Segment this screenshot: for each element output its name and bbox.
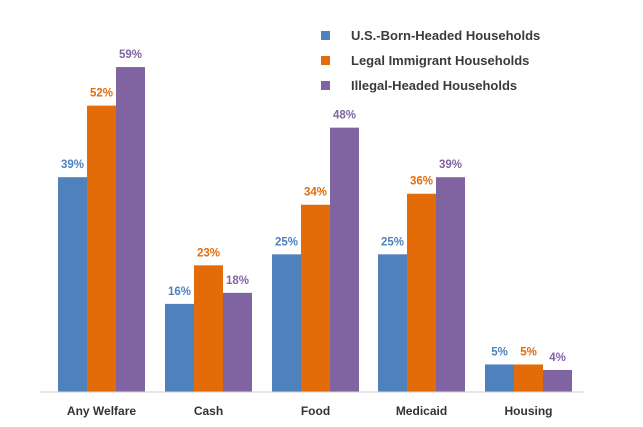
x-tick-label-any-welfare: Any Welfare <box>67 404 136 418</box>
legend-label-illegal-headed-households: Illegal-Headed Households <box>351 78 517 93</box>
data-label-any-welfare-illegal-headed-households: 59% <box>119 49 142 61</box>
bar-cash-legal-immigrant-households <box>194 265 223 392</box>
legend-swatch-illegal-headed-households <box>321 81 330 90</box>
data-label-housing-illegal-headed-households: 4% <box>549 352 566 364</box>
bar-housing-illegal-headed-households <box>543 369 572 392</box>
legend-label-legal-immigrant-households: Legal Immigrant Households <box>351 53 529 68</box>
data-label-cash-u-s-born-headed-households: 16% <box>168 286 191 298</box>
data-label-any-welfare-u-s-born-headed-households: 39% <box>61 159 84 171</box>
bar-food-u-s-born-headed-households <box>272 254 301 392</box>
data-label-cash-legal-immigrant-households: 23% <box>197 247 220 259</box>
bar-any-welfare-u-s-born-headed-households <box>58 177 87 392</box>
legend-label-u-s-born-headed-households: U.S.-Born-Headed Households <box>351 28 540 43</box>
x-tick-label-food: Food <box>301 404 330 418</box>
bar-food-illegal-headed-households <box>330 127 359 393</box>
data-label-medicaid-u-s-born-headed-households: 25% <box>381 236 404 248</box>
data-label-any-welfare-legal-immigrant-households: 52% <box>90 88 113 100</box>
bar-cash-illegal-headed-households <box>223 292 252 392</box>
x-tick-labels: Any Welfare Cash Food Medicaid Housing <box>67 404 553 418</box>
x-tick-label-housing: Housing <box>505 404 553 418</box>
data-label-cash-illegal-headed-households: 18% <box>226 275 249 287</box>
data-label-housing-u-s-born-headed-households: 5% <box>491 346 508 358</box>
bar-medicaid-legal-immigrant-households <box>407 193 436 392</box>
bar-housing-u-s-born-headed-households <box>485 364 514 392</box>
bar-housing-legal-immigrant-households <box>514 364 543 392</box>
data-label-food-illegal-headed-households: 48% <box>333 110 356 122</box>
legend-swatch-u-s-born-headed-households <box>321 31 330 40</box>
data-label-food-legal-immigrant-households: 34% <box>304 187 327 199</box>
bar-food-legal-immigrant-households <box>301 204 330 392</box>
bar-medicaid-u-s-born-headed-households <box>378 254 407 392</box>
data-label-medicaid-illegal-headed-households: 39% <box>439 159 462 171</box>
bar-medicaid-illegal-headed-households <box>436 177 465 392</box>
x-tick-label-cash: Cash <box>194 404 223 418</box>
bars-layer <box>58 67 572 393</box>
legend: U.S.-Born-Headed Households Legal Immigra… <box>321 28 540 93</box>
bar-cash-u-s-born-headed-households <box>165 303 194 392</box>
bar-any-welfare-illegal-headed-households <box>116 67 145 393</box>
data-label-food-u-s-born-headed-households: 25% <box>275 236 298 248</box>
bar-any-welfare-legal-immigrant-households <box>87 105 116 392</box>
data-labels-layer: 39% 52% 59% 16% 23% 18% 25% 34% 48% 25% 36% 39% 5% 5%… <box>61 49 566 364</box>
data-label-housing-legal-immigrant-households: 5% <box>520 346 537 358</box>
data-label-medicaid-legal-immigrant-households: 36% <box>410 176 433 188</box>
x-tick-label-medicaid: Medicaid <box>396 404 447 418</box>
legend-swatch-legal-immigrant-households <box>321 56 330 65</box>
